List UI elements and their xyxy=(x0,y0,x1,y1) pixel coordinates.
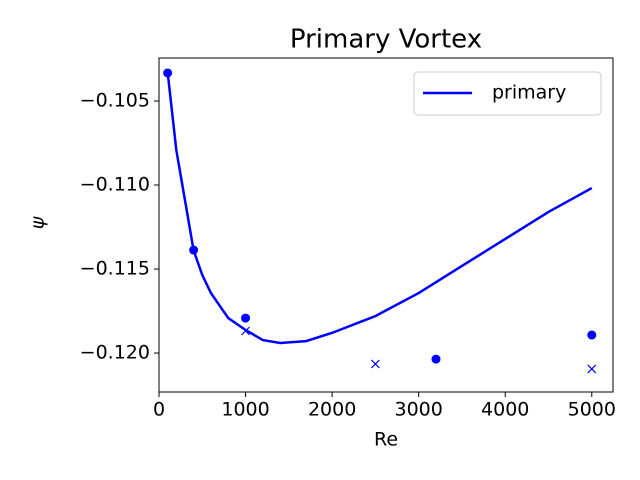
marker-dot xyxy=(163,68,173,78)
y-tick-label: −0.110 xyxy=(80,174,150,196)
y-axis-label: ψ xyxy=(27,216,49,229)
marker-dot xyxy=(189,245,199,255)
y-tick-label: −0.105 xyxy=(80,90,150,112)
x-tick-label: 0 xyxy=(153,399,165,421)
marker-dot xyxy=(241,313,251,323)
marker-x xyxy=(241,326,250,336)
marker-dot xyxy=(587,330,597,340)
x-tick-label: 1000 xyxy=(221,399,269,421)
legend-label: primary xyxy=(492,82,566,104)
x-tick-label: 3000 xyxy=(394,399,442,421)
line xyxy=(166,72,593,345)
y-tick-label: −0.115 xyxy=(80,258,150,280)
x-tick-label: 5000 xyxy=(568,399,616,421)
marker-x xyxy=(587,364,597,374)
y-tick-label: −0.120 xyxy=(80,342,150,364)
x-tick-label: 4000 xyxy=(481,399,529,421)
marker-dot xyxy=(431,354,441,364)
legend-box xyxy=(413,71,602,116)
x-axis-label: Re xyxy=(374,429,398,451)
x-tick-label: 2000 xyxy=(308,399,356,421)
marker-x xyxy=(370,359,380,369)
plot-frame xyxy=(158,57,614,393)
chart-title: Primary Vortex xyxy=(290,25,482,55)
